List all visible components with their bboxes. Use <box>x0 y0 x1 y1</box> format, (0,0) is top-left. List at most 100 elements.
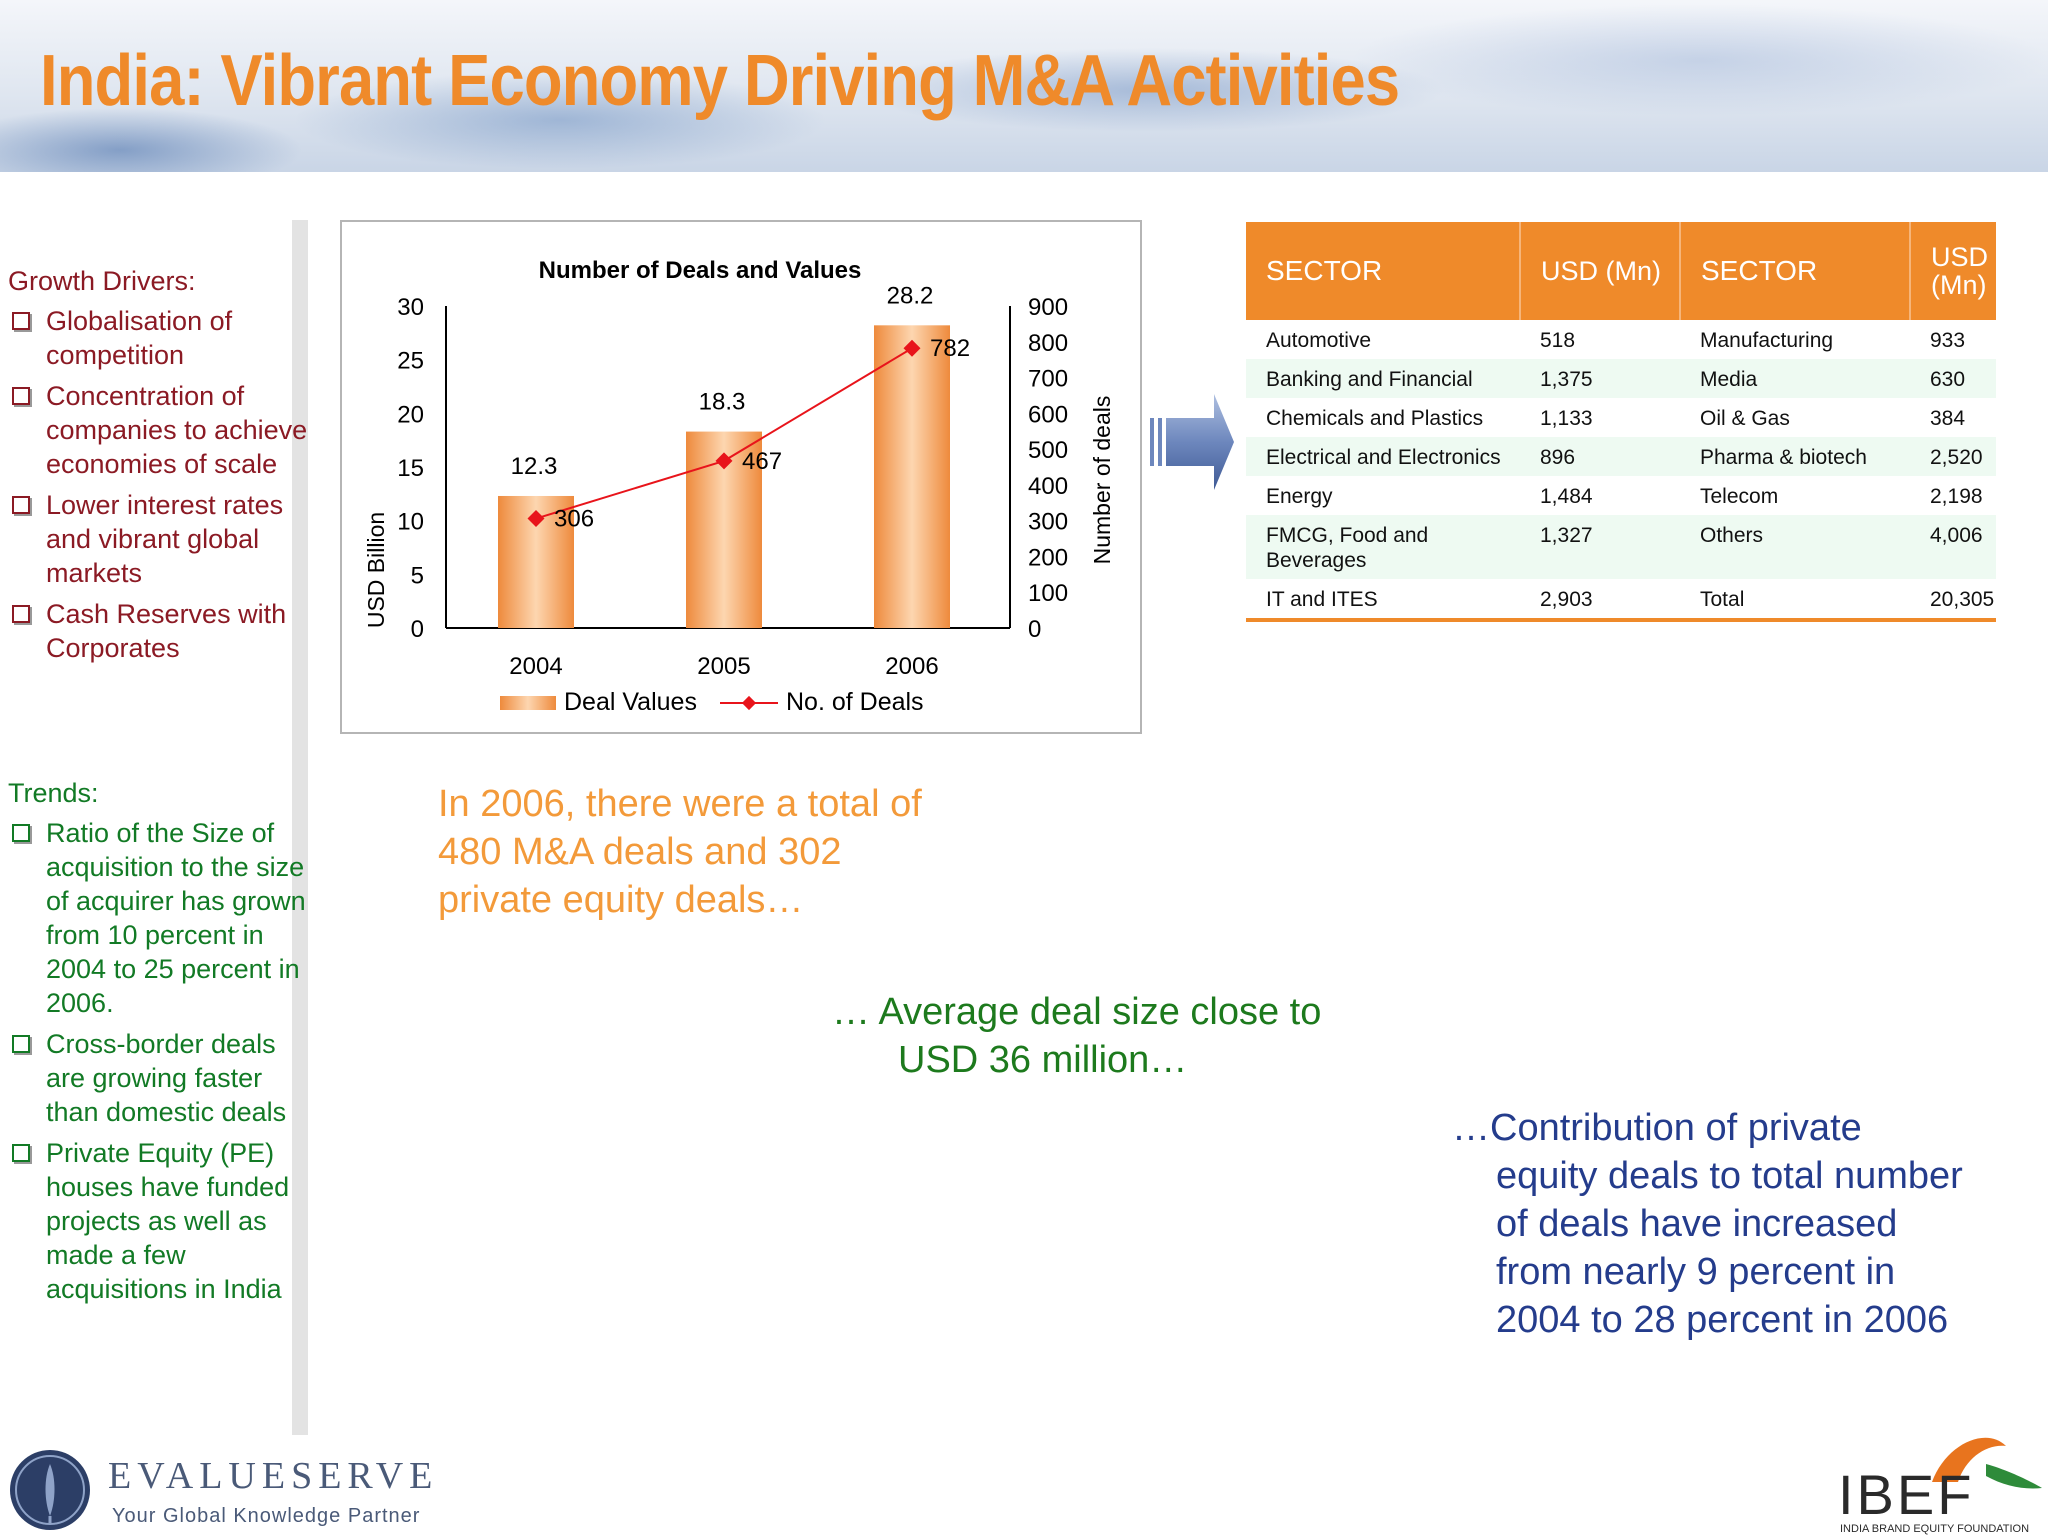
line-point-marker <box>903 339 921 357</box>
line-data-label: 782 <box>930 335 970 362</box>
y2-axis-title: Number of deals <box>1089 396 1115 565</box>
sector-cell: Manufacturing <box>1700 329 1834 352</box>
bar-data-label: 28.2 <box>887 282 934 309</box>
sector-cell: Oil & Gas <box>1700 407 1790 430</box>
table-row: FMCG, Food and Beverages 1,327 Others 4,006 <box>1246 515 1996 579</box>
y-tick-label: 0 <box>411 616 424 643</box>
y2-tick-label: 800 <box>1028 330 1068 357</box>
growth-drivers-list: Globalisation of competition Concentrati… <box>8 304 308 672</box>
table-row: Electrical and Electronics 896 Pharma & bi… <box>1246 437 1996 476</box>
x-tick-label: 2004 <box>509 653 562 680</box>
evalueserve-logo: EVALUESERVE Your Global Knowledge Partne… <box>10 1450 436 1530</box>
callout-deals-total: In 2006, there were a total of 480 M&A d… <box>438 783 922 921</box>
value-cell: 518 <box>1540 329 1576 352</box>
value-cell: 2,520 <box>1910 437 1996 476</box>
y-axis-title: USD Billion <box>363 512 389 628</box>
ibef-logo: IBEF INDIA BRAND EQUITY FOUNDATION <box>1838 1437 2042 1535</box>
y2-tick-label: 500 <box>1028 437 1068 464</box>
trends-heading: Trends: <box>8 778 99 808</box>
chart-canvas: Number of Deals and Values USD Billion N… <box>363 257 1115 716</box>
x-tick-label: 2006 <box>885 653 938 680</box>
trends-list: Ratio of the Size of acquisition to the … <box>8 816 308 1313</box>
callout-blue-line1: …Contribution of private <box>1452 1107 1862 1149</box>
ibef-bird-icon <box>1932 1437 2006 1482</box>
legend-bar-swatch <box>500 696 556 710</box>
table-row: Chemicals and Plastics 1,133 Oil & Gas 384 <box>1246 398 1996 437</box>
ibef-wordmark: IBEF <box>1838 1463 1974 1526</box>
value-cell: 1,484 <box>1540 485 1593 508</box>
col-header-usd-1: USD (Mn) <box>1520 222 1681 320</box>
value-cell: 4,006 <box>1910 515 1996 579</box>
col-header-sector-2: SECTOR <box>1680 222 1911 320</box>
sector-cell: Automotive <box>1266 329 1372 352</box>
trend-item: Ratio of the Size of acquisition to the … <box>8 816 308 1020</box>
value-cell: 2,903 <box>1540 588 1593 611</box>
table-row: Automotive 518 Manufacturing 933 <box>1246 320 1996 359</box>
left-sidebar-panel: Growth Drivers: Globalisation of competi… <box>0 220 308 1435</box>
growth-drivers-heading: Growth Drivers: <box>8 266 196 296</box>
value-cell: 630 <box>1910 359 1996 398</box>
y-tick-label: 30 <box>397 294 424 321</box>
value-cell: 1,375 <box>1520 359 1680 398</box>
bar-data-label: 18.3 <box>699 389 746 416</box>
sector-cell: Others <box>1680 515 1910 579</box>
y2-tick-label: 900 <box>1028 294 1068 321</box>
y-tick-label: 15 <box>397 455 424 482</box>
legend-deal-values: Deal Values <box>564 688 697 716</box>
sector-deal-table: SECTOR USD (Mn) SECTOR USD (Mn) Automoti… <box>1246 222 1996 622</box>
chart-legend: Deal Values No. of Deals <box>500 688 924 716</box>
table-header-row: SECTOR USD (Mn) SECTOR USD (Mn) <box>1246 222 1996 320</box>
sector-cell: Total <box>1700 588 1745 611</box>
y2-tick-label: 700 <box>1028 366 1068 393</box>
chart-title: Number of Deals and Values <box>539 257 862 284</box>
sector-cell: IT and ITES <box>1266 588 1378 611</box>
sector-cell: Pharma & biotech <box>1680 437 1910 476</box>
y-tick-label: 10 <box>397 509 424 536</box>
line-data-label: 306 <box>554 506 594 533</box>
x-tick-label: 2005 <box>697 653 750 680</box>
y2-tick-label: 300 <box>1028 509 1068 536</box>
value-cell: 933 <box>1930 329 1966 352</box>
col-header-sector-1: SECTOR <box>1246 222 1521 320</box>
callout-average-deal-size: … Average deal size close to USD 36 mill… <box>832 988 1392 1084</box>
y2-tick-label: 400 <box>1028 473 1068 500</box>
trend-item: Cross-border deals are growing faster th… <box>8 1027 308 1129</box>
driver-item: Concentration of companies to achieve ec… <box>8 379 308 481</box>
y2-tick-label: 100 <box>1028 580 1068 607</box>
driver-item: Cash Reserves with Corporates <box>8 597 308 665</box>
sector-cell: Electrical and Electronics <box>1246 437 1520 476</box>
table-row: IT and ITES 2,903 Total 20,305 <box>1246 579 1996 620</box>
driver-item: Lower interest rates and vibrant global … <box>8 488 308 590</box>
sector-cell: Energy <box>1266 485 1333 508</box>
evalueserve-tagline: Your Global Knowledge Partner <box>112 1505 420 1527</box>
table-row: Banking and Financial 1,375 Media 630 <box>1246 359 1996 398</box>
line-data-label: 467 <box>742 448 782 475</box>
callout-private-equity-share: …Contribution of private equity deals to… <box>1452 1104 1972 1344</box>
value-cell: 1,327 <box>1520 515 1680 579</box>
evalueserve-wordmark: EVALUESERVE <box>108 1455 436 1497</box>
col-header-usd-2: USD (Mn) <box>1910 222 1996 320</box>
sector-cell: FMCG, Food and Beverages <box>1246 515 1520 579</box>
value-cell: 896 <box>1520 437 1680 476</box>
y2-tick-label: 600 <box>1028 401 1068 428</box>
y-tick-label: 25 <box>397 348 424 375</box>
value-cell: 1,133 <box>1540 407 1593 430</box>
bar-data-label: 12.3 <box>511 453 558 480</box>
sector-cell: Media <box>1680 359 1910 398</box>
slide-title: India: Vibrant Economy Driving M&A Activ… <box>40 41 1400 121</box>
value-cell: 384 <box>1930 407 1966 430</box>
y2-tick-label: 0 <box>1028 616 1041 643</box>
driver-item: Globalisation of competition <box>8 304 308 372</box>
deals-chart: Number of Deals and Values USD Billion N… <box>340 220 1142 734</box>
chart-marks: 0510152025300100200300400500600700800900… <box>397 282 1068 680</box>
y-tick-label: 20 <box>397 401 424 428</box>
line-point-marker <box>527 510 545 528</box>
bar-deal-value-2006 <box>874 325 950 628</box>
sector-cell: Telecom <box>1700 485 1779 508</box>
legend-diamond-marker <box>741 695 757 711</box>
sector-cell: Chemicals and Plastics <box>1266 407 1484 430</box>
callout-blue-rest: equity deals to total number of deals ha… <box>1496 1155 1963 1341</box>
y-tick-label: 5 <box>411 562 424 589</box>
callout-green-line1: … Average deal size close to <box>832 991 1322 1033</box>
value-cell: 20,305 <box>1930 588 1995 611</box>
